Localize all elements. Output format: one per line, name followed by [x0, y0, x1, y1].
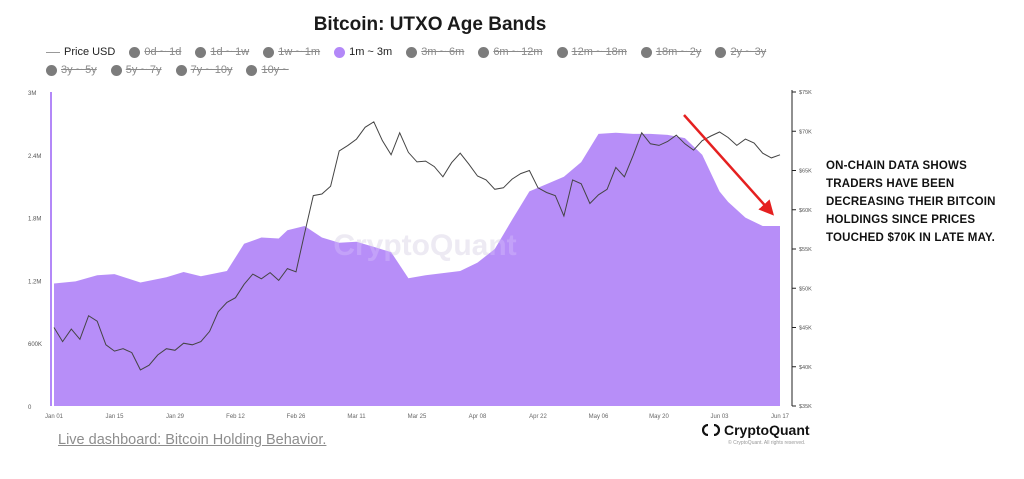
legend-dot-icon	[175, 64, 187, 76]
legend-item-0d-1d[interactable]: 0d ~ 1d	[129, 46, 181, 58]
y-left-tick-label: 600K	[28, 342, 42, 348]
legend-label: 6m ~ 12m	[493, 46, 543, 58]
x-tick-label: Apr 08	[469, 414, 487, 420]
area-series-1m-3m	[54, 132, 780, 407]
legend-label: 3m ~ 6m	[421, 46, 465, 58]
x-tick-label: Jan 15	[105, 414, 124, 420]
x-tick-label: Jun 17	[771, 414, 790, 420]
legend-label: 12m ~ 18m	[571, 46, 627, 58]
legend-label: 5y ~ 7y	[125, 64, 162, 76]
legend-label: 18m ~ 2y	[655, 46, 702, 58]
chart-title: Bitcoin: UTXO Age Bands	[313, 14, 547, 35]
legend-dot-icon	[110, 64, 122, 76]
brand-name: CryptoQuant	[724, 422, 810, 438]
y-right-tick-label: $35K	[799, 404, 812, 410]
watermark-overlay: CryptoQuant	[333, 229, 516, 262]
y-left-tick-label: 0	[28, 405, 32, 411]
x-tick-label: Feb 12	[226, 414, 245, 420]
legend-label: 0d ~ 1d	[144, 46, 182, 58]
y-right-tick-label: $65K	[799, 169, 812, 175]
y-right-tick-label: $70K	[799, 129, 812, 135]
x-tick-label: Apr 22	[529, 414, 547, 420]
x-tick-label: May 06	[589, 414, 609, 420]
legend-label: 1m ~ 3m	[349, 46, 393, 58]
legend-line-icon	[46, 51, 60, 53]
legend-dot-icon	[129, 46, 141, 58]
legend-label: 1w ~ 1m	[278, 46, 321, 58]
legend-label: 3y ~ 5y	[61, 64, 97, 76]
y-left-tick-label: 1.8M	[28, 217, 41, 223]
legend-dot-icon	[246, 64, 258, 76]
cryptoquant-logo-icon	[702, 424, 720, 436]
legend-item-5y-7y[interactable]: 5y ~ 7y	[110, 64, 162, 76]
x-tick-label: Feb 26	[287, 414, 306, 420]
legend-item-18m-2y[interactable]: 18m ~ 2y	[640, 46, 702, 58]
y-left-tick-label: 3M	[28, 91, 36, 97]
y-right-tick-label: $45K	[799, 326, 812, 332]
legend-label: 2y ~ 3y	[730, 46, 767, 58]
legend-dot-icon	[195, 46, 207, 58]
x-tick-label: May 20	[649, 414, 669, 420]
legend-item-1w-1m[interactable]: 1w ~ 1m	[263, 46, 320, 58]
live-dashboard-link[interactable]: Live dashboard: Bitcoin Holding Behavior…	[58, 432, 327, 448]
y-left-tick-label: 2.4M	[28, 154, 41, 160]
legend-item-price-usd[interactable]: Price USD	[46, 46, 115, 58]
legend-dot-icon	[406, 46, 418, 58]
y-right-tick-label: $40K	[799, 365, 812, 371]
legend-label: 10y ~	[261, 64, 289, 76]
legend-item-10y-[interactable]: 10y ~	[246, 64, 289, 76]
x-tick-label: Jun 03	[710, 414, 729, 420]
legend-item-7y-10y[interactable]: 7y ~ 10y	[175, 64, 233, 76]
legend-dot-icon	[556, 46, 568, 58]
legend-dot-icon	[640, 46, 652, 58]
annotation-text: On-chain data shows traders have been de…	[826, 160, 996, 244]
legend-item-1m-3m[interactable]: 1m ~ 3m	[334, 46, 392, 58]
red-arrow-annotation	[683, 114, 775, 216]
legend-label: 7y ~ 10y	[190, 64, 233, 76]
y-right-tick-label: $75K	[799, 90, 812, 96]
legend-dot-icon	[334, 46, 346, 58]
line-series-price-usd	[53, 121, 781, 371]
x-tick-label: Jan 01	[45, 414, 64, 420]
x-tick-label: Mar 25	[408, 414, 427, 420]
legend-item-3y-5y[interactable]: 3y ~ 5y	[46, 64, 97, 76]
legend-item-12m-18m[interactable]: 12m ~ 18m	[556, 46, 627, 58]
legend-dot-icon	[715, 46, 727, 58]
legend-item-1d-1w[interactable]: 1d ~ 1w	[195, 46, 249, 58]
y-right-tick-label: $50K	[799, 286, 812, 292]
y-right-tick-label: $55K	[799, 247, 812, 253]
legend-dot-icon	[46, 64, 57, 76]
x-tick-label: Mar 11	[347, 414, 366, 420]
y-right-tick-label: $60K	[799, 208, 812, 214]
legend-item-3m-6m[interactable]: 3m ~ 6m	[406, 46, 464, 58]
legend-dot-icon	[263, 46, 275, 58]
legend-label: 1d ~ 1w	[210, 46, 250, 58]
legend-label: Price USD	[64, 46, 116, 58]
x-tick-label: Jan 29	[166, 414, 185, 420]
legend-item-2y-3y[interactable]: 2y ~ 3y	[715, 46, 766, 58]
brand-copyright: © CryptoQuant. All rights reserved.	[728, 440, 806, 446]
cryptoquant-brand: CryptoQuant	[702, 422, 810, 438]
y-left-tick-label: 1.2M	[28, 279, 41, 285]
legend-dot-icon	[478, 46, 490, 58]
chart-legend: Price USD 0d ~ 1d 1d ~ 1w 1w ~ 1m 1m ~ 3m 3m …	[46, 46, 806, 76]
legend-item-6m-12m[interactable]: 6m ~ 12m	[478, 46, 543, 58]
